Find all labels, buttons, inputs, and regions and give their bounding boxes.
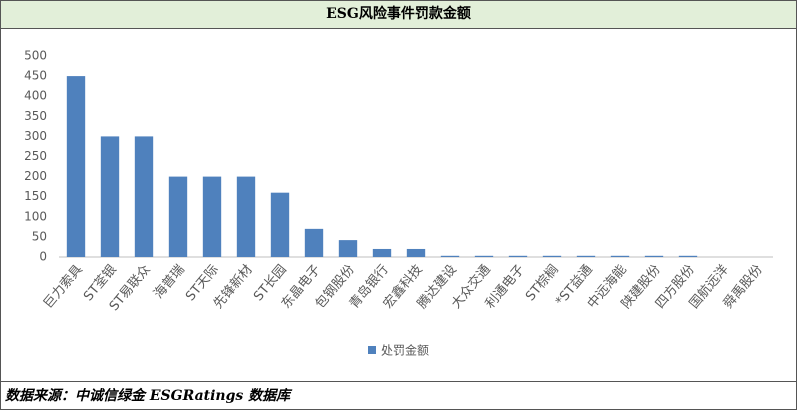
y-tick-label: 100 (24, 209, 47, 223)
x-tick-label: 海普瑞 (151, 262, 188, 302)
y-tick-label: 150 (24, 189, 47, 203)
y-tick-label: 300 (24, 129, 47, 143)
bar (100, 136, 120, 257)
header-title: ESG风险事件罚款金额 (1, 1, 796, 29)
y-tick-label: 350 (24, 109, 47, 123)
bar (644, 255, 664, 257)
source-note: 数据来源：中诚信绿金 ESGRatings 数据库 (1, 381, 796, 409)
legend-label: 处罚金额 (381, 343, 429, 358)
bar (202, 176, 222, 257)
bar (134, 136, 154, 257)
y-tick-label: 250 (24, 149, 47, 163)
bar (474, 255, 494, 257)
y-tick-label: 500 (24, 49, 47, 63)
bar (440, 255, 460, 257)
bar (372, 248, 392, 257)
x-tick-label: 巨力索具 (41, 262, 86, 311)
chart: 050100150200250300350400450500巨力索具ST荃银ST… (24, 49, 773, 358)
y-tick-label: 400 (24, 89, 47, 103)
y-tick-label: 0 (39, 250, 47, 264)
bar (508, 255, 528, 257)
bar (610, 255, 630, 257)
bar (304, 228, 324, 257)
y-tick-label: 200 (24, 169, 47, 183)
bar (270, 192, 290, 257)
bar (542, 255, 562, 257)
bar (236, 176, 256, 257)
y-tick-label: 50 (32, 229, 47, 243)
bar (168, 176, 188, 257)
bar (338, 240, 358, 257)
bar (678, 255, 698, 257)
bar (406, 248, 426, 257)
bar (576, 255, 596, 257)
bar (66, 76, 86, 257)
legend-swatch (368, 346, 376, 354)
y-tick-label: 450 (24, 69, 47, 83)
